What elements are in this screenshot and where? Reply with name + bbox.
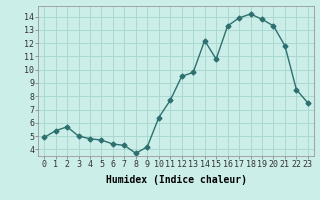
X-axis label: Humidex (Indice chaleur): Humidex (Indice chaleur) [106,175,246,185]
